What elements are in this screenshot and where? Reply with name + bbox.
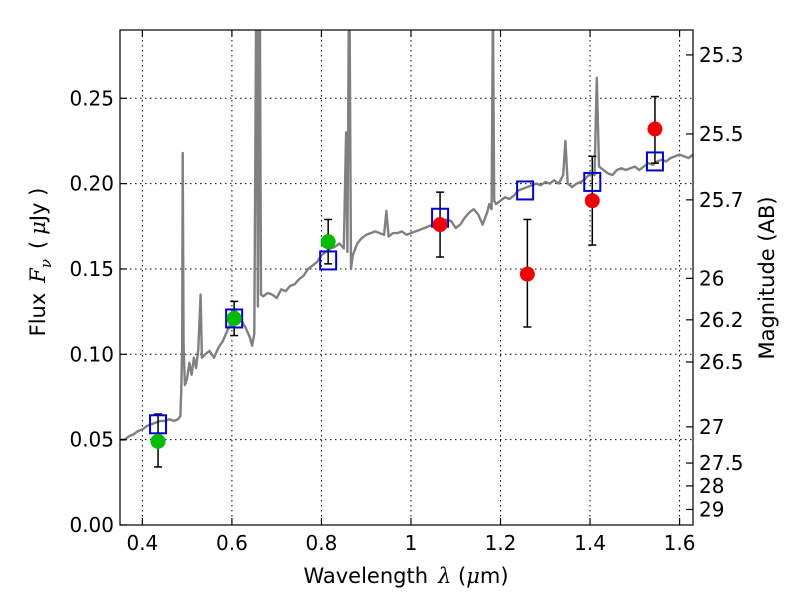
optical-photometry-point xyxy=(320,234,336,250)
y-tick-label: 0.00 xyxy=(69,513,114,537)
y-axis-unit-close: Jy ) xyxy=(26,188,50,224)
plot-frame xyxy=(119,29,694,526)
y-axis-unit-open: ( xyxy=(26,241,50,249)
mag-tick-label: 27.5 xyxy=(699,451,744,475)
model-photometry-square xyxy=(516,180,535,201)
x-tick-label: 0.6 xyxy=(216,531,248,555)
x-tick-label: 0.8 xyxy=(306,531,338,555)
grid-lines xyxy=(120,30,693,526)
y-axis-subscript: ν xyxy=(37,259,55,268)
model-photometry-square xyxy=(149,414,168,435)
y-axis-label: Flux Fν ( μJy ) xyxy=(26,188,55,337)
mag-tick-label: 26.5 xyxy=(699,350,744,374)
mag-tick-label: 25.5 xyxy=(699,122,744,146)
optical-photometry-point xyxy=(150,433,166,449)
x-axis-unit-mu: μ xyxy=(466,564,480,588)
x-axis-unit-close: m) xyxy=(480,564,509,588)
x-tick-label: 1.2 xyxy=(485,531,517,555)
infrared-photometry-point xyxy=(432,217,448,233)
x-axis-unit-open: ( xyxy=(451,564,466,588)
infrared-photometry-point xyxy=(584,193,600,209)
y-axis-symbol: F xyxy=(26,267,50,284)
y-axis-unit-mu: μ xyxy=(26,221,50,235)
mag-tick-label: 26.2 xyxy=(699,308,744,332)
y-tick-label: 0.25 xyxy=(69,86,114,110)
mag-tick-label: 25.3 xyxy=(699,43,744,67)
mag-tick-label: 28 xyxy=(699,474,724,498)
y-tick-label: 0.20 xyxy=(69,172,114,196)
model-photometry-square xyxy=(583,171,602,192)
y-tick-label: 0.15 xyxy=(69,257,114,281)
model-photometry-square xyxy=(225,308,244,329)
mag-tick-label: 29 xyxy=(699,497,724,521)
model-photometry-square xyxy=(319,250,338,271)
x-axis-label: Wavelength λ (μm) xyxy=(303,564,508,588)
data-markers xyxy=(149,121,664,449)
mag-tick-label: 26 xyxy=(699,266,724,290)
axis-ticks: 0.4 0.6 0.8 1 1.2 1.4 1.6 0.00 0.05 0.10 0.15 0.20 0… xyxy=(69,30,744,555)
y-tick-label: 0.10 xyxy=(69,342,114,366)
x-tick-label: 1.4 xyxy=(574,531,606,555)
model-photometry-square xyxy=(645,151,664,172)
infrared-photometry-point xyxy=(647,121,663,137)
x-axis-symbol: λ xyxy=(437,564,451,588)
sed-model-layer xyxy=(120,30,693,441)
x-tick-label: 1.6 xyxy=(664,531,696,555)
x-axis-label-text: Wavelength xyxy=(303,564,428,588)
x-tick-label: 0.4 xyxy=(126,531,158,555)
y-tick-label: 0.05 xyxy=(69,428,114,452)
x-tick-label: 1 xyxy=(405,531,418,555)
right-axis-label: Magnitude (AB) xyxy=(755,196,779,359)
sed-model-line xyxy=(120,30,693,441)
mag-tick-label: 25.7 xyxy=(699,188,744,212)
mag-tick-label: 27 xyxy=(699,415,724,439)
optical-photometry-point xyxy=(226,310,242,326)
infrared-photometry-point xyxy=(519,266,535,282)
error-bars xyxy=(154,95,659,468)
y-axis-label-text: Flux xyxy=(26,293,50,337)
